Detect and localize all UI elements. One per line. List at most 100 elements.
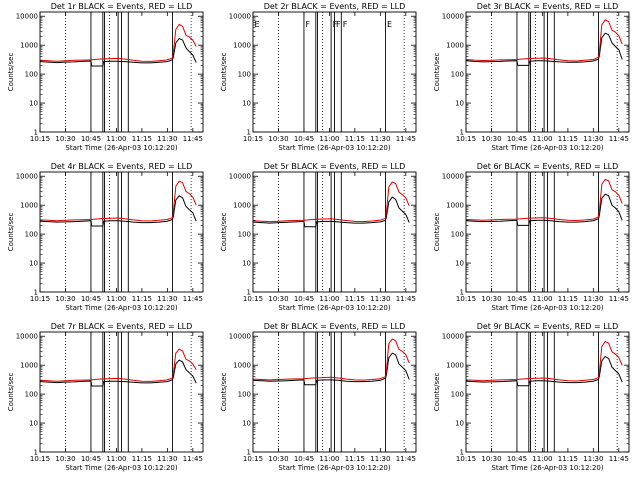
plot-frame <box>465 11 630 133</box>
x-tick-label: 10:30 <box>268 455 288 463</box>
series-line-events <box>39 195 197 227</box>
x-tick-label: 10:15 <box>243 455 263 463</box>
x-tick-label: 10:30 <box>55 295 75 303</box>
x-tick-label: 11:45 <box>609 455 629 463</box>
panel-title: Det 6r BLACK = Events, RED = LLD <box>477 162 619 171</box>
y-tick-label: 10 <box>29 100 38 108</box>
x-tick-label: 11:15 <box>345 135 365 143</box>
y-axis-label: Counts/sec <box>433 373 441 412</box>
x-tick-label: 10:15 <box>243 295 263 303</box>
plot-frame <box>252 171 417 293</box>
x-tick-label: 11:00 <box>106 295 126 303</box>
x-tick-label: 10:45 <box>294 295 314 303</box>
plot-frame <box>39 171 204 293</box>
y-tick-label: 1 <box>460 129 464 137</box>
series-line-lld <box>39 180 197 222</box>
x-tick-label: 10:15 <box>30 455 50 463</box>
x-tick-label: 11:30 <box>370 455 390 463</box>
y-tick-label: 10000 <box>442 13 464 21</box>
panel-title: Det 2r BLACK = Events, RED = LLD <box>264 2 406 11</box>
y-tick-label: 100 <box>451 71 464 79</box>
x-axis-label: Start Time (26-Apr-03 10:12:20) <box>278 144 390 152</box>
y-tick-label: 100 <box>25 391 38 399</box>
x-tick-label: 11:00 <box>319 455 339 463</box>
x-tick-label: 11:45 <box>183 455 203 463</box>
x-tick-label: 10:30 <box>268 295 288 303</box>
y-axis-label: Counts/sec <box>7 373 15 412</box>
x-tick-label: 11:45 <box>396 135 416 143</box>
y-tick-label: 10000 <box>229 173 251 181</box>
panel-title: Det 5r BLACK = Events, RED = LLD <box>264 162 406 171</box>
x-tick-label: 11:00 <box>532 295 552 303</box>
series-line-events <box>465 355 623 387</box>
x-tick-label: 11:30 <box>370 135 390 143</box>
x-tick-label: 11:15 <box>558 295 578 303</box>
y-tick-label: 10000 <box>16 13 38 21</box>
x-tick-label: 10:30 <box>481 135 501 143</box>
y-tick-label: 100 <box>238 71 251 79</box>
x-tick-label: 11:30 <box>583 295 603 303</box>
y-tick-label: 1000 <box>233 362 251 370</box>
y-tick-label: 1 <box>247 289 251 297</box>
y-tick-label: 1000 <box>233 202 251 210</box>
x-axis-label: Start Time (26-Apr-03 10:12:20) <box>278 464 390 472</box>
series-line-lld <box>465 178 623 222</box>
panel-title: Det 3r BLACK = Events, RED = LLD <box>477 2 619 11</box>
y-tick-label: 1 <box>247 129 251 137</box>
x-tick-label: 10:30 <box>481 295 501 303</box>
x-tick-label: 10:30 <box>55 135 75 143</box>
y-tick-label: 100 <box>451 231 464 239</box>
x-axis-label: Start Time (26-Apr-03 10:12:20) <box>65 304 177 312</box>
y-tick-label: 1000 <box>20 42 38 50</box>
y-tick-label: 1 <box>34 289 38 297</box>
x-tick-label: 11:45 <box>609 135 629 143</box>
series-line-lld <box>39 348 197 382</box>
plot-frame <box>465 171 630 293</box>
x-tick-label: 10:15 <box>243 135 263 143</box>
x-tick-label: 11:45 <box>396 295 416 303</box>
x-tick-label: 10:15 <box>456 135 476 143</box>
y-tick-label: 10 <box>29 420 38 428</box>
y-tick-label: 10 <box>455 420 464 428</box>
y-tick-label: 1000 <box>233 42 251 50</box>
panel-det-8: Det 8r BLACK = Events, RED = LLD 10:15 10:… <box>220 322 417 472</box>
series-line-events <box>39 37 197 67</box>
x-tick-label: 11:00 <box>532 135 552 143</box>
x-tick-label: 11:45 <box>183 295 203 303</box>
y-axis-label: Counts/sec <box>220 373 228 412</box>
x-tick-label: 11:30 <box>370 295 390 303</box>
plot-frame <box>252 331 417 453</box>
y-axis-label: Counts/sec <box>433 213 441 252</box>
panel-title: Det 4r BLACK = Events, RED = LLD <box>51 162 193 171</box>
x-tick-label: 10:45 <box>294 455 314 463</box>
x-tick-label: 11:15 <box>132 135 152 143</box>
y-tick-label: 1 <box>34 449 38 457</box>
y-axis-label: Counts/sec <box>220 213 228 252</box>
x-tick-label: 10:45 <box>507 135 527 143</box>
series-line-events <box>252 352 410 386</box>
series-line-lld <box>252 338 410 381</box>
x-tick-label: 11:30 <box>583 135 603 143</box>
panel-det-3: Det 3r BLACK = Events, RED = LLD 10:15 10:… <box>433 2 630 152</box>
x-tick-label: 11:00 <box>319 295 339 303</box>
x-tick-label: 11:30 <box>583 455 603 463</box>
x-tick-label: 11:15 <box>558 455 578 463</box>
x-tick-label: 10:15 <box>30 295 50 303</box>
x-tick-label: 10:30 <box>481 455 501 463</box>
y-tick-label: 100 <box>451 391 464 399</box>
y-tick-label: 1 <box>460 289 464 297</box>
y-tick-label: 10000 <box>442 333 464 341</box>
x-tick-label: 11:45 <box>609 295 629 303</box>
panel-title: Det 7r BLACK = Events, RED = LLD <box>51 322 193 331</box>
y-tick-label: 10 <box>455 100 464 108</box>
y-tick-label: 1000 <box>20 202 38 210</box>
y-axis-label: Counts/sec <box>433 53 441 92</box>
y-tick-label: 1 <box>34 129 38 137</box>
y-tick-label: 100 <box>25 231 38 239</box>
y-tick-label: 1000 <box>446 202 464 210</box>
x-tick-label: 11:30 <box>157 455 177 463</box>
x-tick-label: 10:15 <box>456 295 476 303</box>
series-line-lld <box>252 181 410 223</box>
y-tick-label: 1000 <box>446 42 464 50</box>
